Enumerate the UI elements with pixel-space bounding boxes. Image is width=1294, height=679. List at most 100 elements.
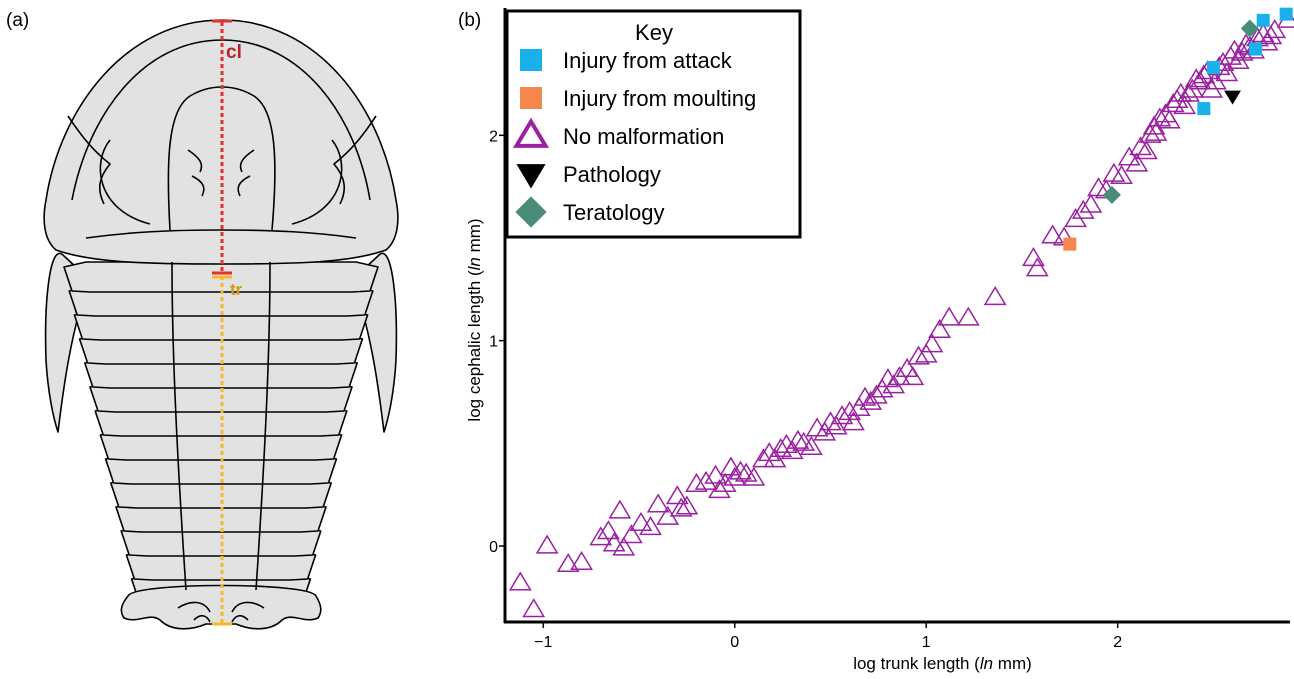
data-point — [937, 306, 961, 326]
data-point — [1197, 102, 1211, 116]
legend-marker — [520, 87, 542, 109]
pygidial-ribs — [177, 601, 265, 623]
data-point — [1215, 62, 1239, 82]
x-axis-label: log trunk length (ln mm) — [853, 654, 1032, 673]
data-point — [1157, 109, 1181, 129]
data-point — [1161, 93, 1185, 113]
data-point — [983, 286, 1007, 306]
y-tick-label: 2 — [489, 128, 498, 145]
data-point — [859, 390, 883, 410]
chart-legend: Key Injury from attack Injury from moultin… — [505, 9, 802, 239]
x-tick-label: 0 — [730, 634, 739, 651]
data-point — [824, 415, 848, 435]
data-point — [1177, 82, 1200, 102]
data-point — [1063, 237, 1077, 251]
data-point — [602, 532, 626, 552]
eye-lobe — [99, 139, 343, 225]
data-point — [1071, 199, 1095, 219]
data-point — [805, 417, 829, 437]
data-point — [1240, 19, 1259, 38]
data-point — [842, 411, 865, 431]
legend-label: Pathology — [563, 162, 661, 187]
data-point — [1117, 146, 1141, 166]
legend-label: No malformation — [563, 124, 724, 149]
y-tick-label: 1 — [489, 334, 498, 351]
data-point — [1102, 162, 1126, 182]
data-point — [847, 396, 871, 416]
facial-suture — [67, 115, 377, 205]
data-point — [556, 552, 580, 573]
chart-points — [508, 7, 1294, 618]
data-point — [1251, 23, 1275, 43]
data-point — [535, 534, 559, 554]
data-point — [1279, 7, 1293, 21]
glabellar-furrows — [187, 149, 255, 197]
legend-marker — [516, 164, 546, 189]
panel-b-label: (b) — [458, 10, 482, 31]
legend-label: Injury from moulting — [563, 86, 756, 111]
data-point — [619, 524, 643, 544]
data-point — [1206, 61, 1220, 75]
data-point — [769, 438, 793, 458]
data-point — [694, 470, 718, 490]
data-point — [685, 472, 708, 492]
data-point — [752, 448, 775, 468]
data-point — [522, 598, 546, 618]
data-point — [1263, 19, 1287, 39]
y-axis-label: log cephalic length (ln mm) — [465, 218, 484, 421]
occipital-ring — [85, 229, 357, 239]
legend-marker — [520, 49, 542, 71]
data-point — [799, 435, 823, 456]
panel-a-label: (a) — [6, 10, 30, 31]
trilobite-diagram: cl tr — [43, 19, 399, 630]
data-point — [1087, 177, 1110, 197]
x-tick-label: 1 — [922, 634, 931, 651]
legend-label: Injury from attack — [563, 48, 733, 73]
legend-label: Teratology — [563, 200, 665, 225]
data-point — [1129, 136, 1153, 156]
data-point — [1224, 90, 1241, 105]
chart-axes: −1 0 1 2 0 1 2 log trunk length (ln mm) log ceph… — [465, 8, 1290, 673]
data-point — [1125, 152, 1149, 172]
legend-marker — [512, 117, 550, 148]
data-point — [665, 485, 689, 505]
legend-box — [505, 9, 802, 239]
data-point — [1144, 121, 1168, 141]
data-point — [914, 343, 938, 363]
data-point — [1025, 257, 1049, 277]
data-point — [901, 366, 925, 386]
data-point — [1079, 193, 1103, 213]
data-point — [813, 421, 837, 441]
data-point — [596, 520, 620, 540]
data-point — [675, 495, 699, 515]
data-point — [1134, 140, 1158, 160]
cl-label: cl — [226, 42, 242, 63]
data-point — [928, 318, 952, 338]
data-point — [1256, 13, 1270, 27]
data-point — [612, 536, 636, 556]
axial-furrow-left — [171, 261, 187, 591]
data-point — [870, 378, 894, 398]
data-point — [669, 497, 693, 517]
data-point — [830, 405, 854, 425]
data-point — [608, 499, 632, 519]
legend-marker — [515, 196, 547, 228]
axial-furrow-right — [255, 261, 271, 591]
data-point — [819, 411, 842, 431]
data-point — [1102, 185, 1121, 204]
trilobite-measurements: cl tr — [212, 19, 243, 626]
data-point — [763, 448, 787, 468]
cephalic-border — [71, 39, 371, 201]
data-point — [865, 384, 888, 404]
data-point — [956, 306, 980, 326]
data-point — [723, 466, 747, 486]
x-tick-label: −1 — [534, 634, 552, 651]
data-point — [639, 516, 662, 536]
x-tick-label: 2 — [1113, 634, 1122, 651]
y-tick-label: 0 — [489, 539, 498, 556]
data-point — [1041, 224, 1064, 244]
data-point — [713, 472, 737, 492]
data-point — [646, 493, 670, 513]
data-point — [589, 526, 613, 546]
data-point — [920, 333, 944, 353]
